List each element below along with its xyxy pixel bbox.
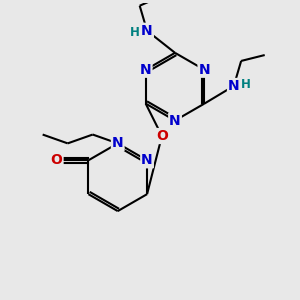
Text: N: N — [199, 63, 210, 77]
Text: N: N — [112, 136, 124, 150]
Text: N: N — [141, 24, 153, 38]
Text: N: N — [169, 114, 181, 128]
Text: H: H — [241, 78, 251, 91]
Text: H: H — [130, 26, 140, 39]
Text: N: N — [141, 153, 153, 167]
Text: O: O — [156, 129, 168, 143]
Text: N: N — [140, 63, 152, 77]
Text: O: O — [51, 153, 62, 167]
Text: N: N — [228, 79, 240, 93]
